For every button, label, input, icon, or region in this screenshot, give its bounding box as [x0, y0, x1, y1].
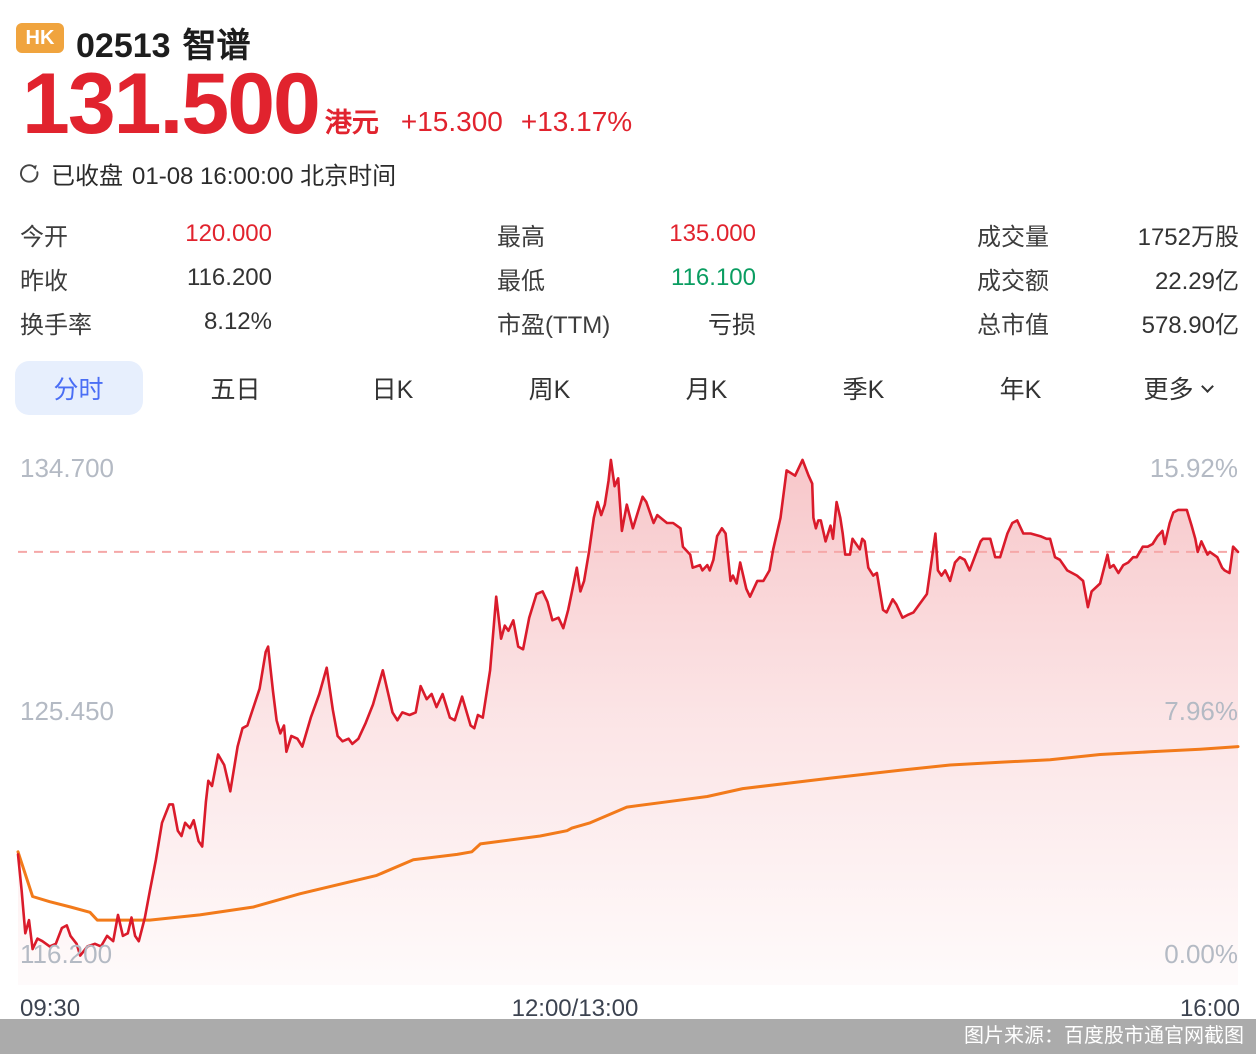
stats-column-right: 成交量 1752万股 成交额 22.29亿 总市值 578.90亿: [977, 212, 1239, 344]
stat-value: 578.90亿: [1141, 311, 1239, 339]
stat-label: 成交量: [977, 223, 1049, 251]
tab-monthly-k[interactable]: 月K: [685, 376, 728, 404]
stat-label: 总市值: [977, 311, 1049, 339]
pct-axis-label-high: 15.92%: [1149, 453, 1238, 483]
y-axis-label-high: 134.700: [20, 453, 114, 483]
stat-value: 135.000: [669, 220, 756, 247]
price-row: 131.500 港元 +15.300 +13.17%: [22, 56, 633, 152]
avg-price-line: [16, 745, 1240, 922]
chart-period-tabs: 分时 五日 日K 周K 月K 季K 年K 更多: [0, 360, 1256, 416]
stat-label: 最低: [497, 267, 545, 295]
tab-minute[interactable]: 分时: [0, 360, 157, 416]
market-badge: HK: [16, 23, 64, 53]
currency-label: 港元: [324, 108, 379, 138]
tab-more-label: 更多: [1143, 376, 1194, 404]
stats-column-middle: 最高 135.000 最低 116.100 市盈(TTM) 亏损: [497, 212, 756, 344]
stat-high: 最高 135.000: [497, 212, 756, 256]
change-amount: +15.300: [400, 106, 503, 137]
stat-label: 最高: [497, 223, 545, 251]
stat-value: 亏损: [708, 311, 756, 339]
x-axis-label-close: 16:00: [1179, 995, 1240, 1022]
stat-label: 昨收: [20, 267, 68, 295]
chevron-down-icon: [1200, 379, 1214, 393]
stat-value: 116.100: [671, 264, 756, 291]
tab-yearly-k[interactable]: 年K: [999, 376, 1042, 404]
stats-column-left: 今开 120.000 昨收 116.200 换手率 8.12%: [20, 212, 272, 344]
pct-axis-label-low: 0.00%: [1164, 939, 1238, 969]
stat-value: 120.000: [185, 220, 272, 247]
active-tab-pill[interactable]: 分时: [14, 361, 143, 415]
stat-low: 最低 116.100: [497, 256, 756, 300]
y-axis-label-low: 116.200: [20, 939, 113, 969]
tab-five-day[interactable]: 五日: [210, 376, 261, 404]
stat-open: 今开 120.000: [20, 212, 272, 256]
current-price: 131.500: [22, 56, 321, 152]
stat-pe-ttm: 市盈(TTM) 亏损: [497, 300, 756, 344]
intraday-chart[interactable]: [0, 440, 1256, 1020]
stat-value: 8.12%: [203, 308, 272, 335]
tab-more[interactable]: 更多: [1099, 360, 1256, 416]
stat-turnover-rate: 换手率 8.12%: [20, 300, 272, 344]
stat-value: 1752万股: [1137, 223, 1239, 251]
page-title: 02513 智谱: [76, 18, 251, 67]
stat-prev-close: 昨收 116.200: [20, 256, 272, 300]
stat-market-cap: 总市值 578.90亿: [977, 300, 1239, 344]
change-percent: +13.17%: [520, 106, 633, 137]
stat-value: 116.200: [187, 264, 272, 291]
tab-daily-k[interactable]: 日K: [371, 376, 414, 404]
market-status-row: 已收盘 01-08 16:00:00 北京时间: [18, 156, 396, 191]
market-status: 已收盘: [51, 163, 123, 190]
stat-label: 市盈(TTM): [497, 311, 611, 339]
stock-code: 02513: [76, 27, 171, 65]
stat-label: 成交额: [977, 267, 1049, 295]
status-time: 01-08 16:00:00 北京时间: [132, 163, 397, 190]
tab-quarterly-k[interactable]: 季K: [842, 376, 885, 404]
pct-axis-label-mid: 7.96%: [1164, 696, 1238, 726]
image-source-watermark: 图片来源：百度股市通官网截图: [0, 1019, 1256, 1054]
stat-volume: 成交量 1752万股: [977, 212, 1239, 256]
price-area-fill: [18, 459, 1238, 985]
x-axis-label-noon: 12:00/13:00: [511, 995, 639, 1022]
stat-amount: 成交额 22.29亿: [977, 256, 1239, 300]
y-axis-label-mid: 125.450: [20, 696, 114, 726]
x-axis-label-open: 09:30: [20, 995, 81, 1022]
stock-name: 智谱: [182, 27, 251, 65]
stat-label: 今开: [20, 223, 68, 251]
stat-value: 22.29亿: [1154, 267, 1239, 295]
stat-label: 换手率: [20, 311, 92, 339]
refresh-icon[interactable]: [18, 162, 41, 185]
tab-weekly-k[interactable]: 周K: [528, 376, 571, 404]
price-line: [16, 458, 1240, 957]
